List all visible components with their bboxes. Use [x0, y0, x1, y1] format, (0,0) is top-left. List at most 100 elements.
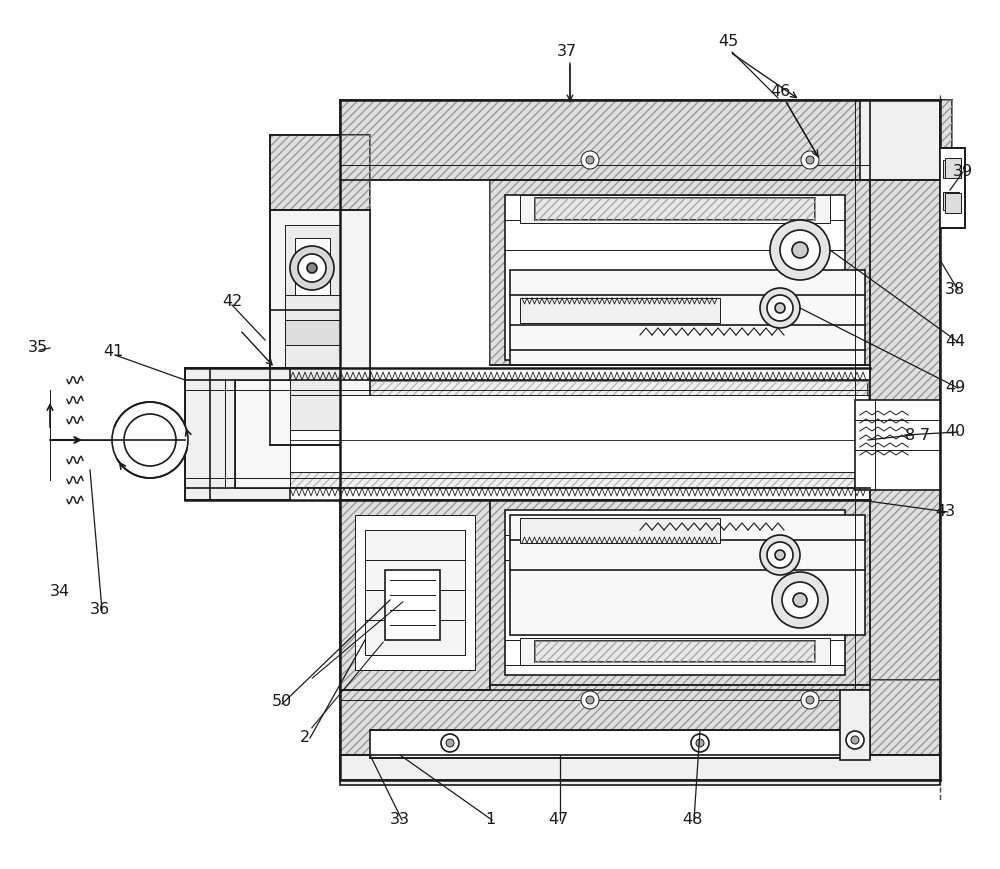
Bar: [290, 395, 868, 473]
Bar: [535, 198, 815, 220]
Circle shape: [801, 151, 819, 169]
Bar: [270, 135, 370, 445]
Bar: [535, 641, 815, 662]
Text: 45: 45: [718, 35, 738, 50]
Bar: [340, 100, 952, 180]
Circle shape: [775, 303, 785, 313]
Bar: [285, 320, 340, 345]
Circle shape: [696, 739, 704, 747]
Circle shape: [767, 295, 793, 321]
Bar: [340, 500, 490, 690]
Text: 38: 38: [945, 282, 965, 297]
Circle shape: [760, 535, 800, 575]
Text: 42: 42: [222, 295, 242, 309]
Bar: [340, 755, 940, 780]
Bar: [340, 680, 940, 780]
Bar: [940, 148, 965, 228]
Bar: [285, 225, 340, 430]
Bar: [185, 368, 290, 500]
Bar: [290, 381, 868, 488]
Circle shape: [782, 582, 818, 618]
Circle shape: [801, 691, 819, 709]
Circle shape: [767, 542, 793, 568]
Circle shape: [446, 739, 454, 747]
Circle shape: [298, 254, 326, 282]
Bar: [285, 295, 340, 325]
Text: 1: 1: [485, 813, 495, 827]
Circle shape: [290, 246, 334, 290]
Bar: [870, 100, 940, 690]
Circle shape: [780, 230, 820, 270]
Text: 34: 34: [50, 585, 70, 600]
Bar: [945, 158, 961, 178]
Bar: [840, 690, 870, 760]
Circle shape: [851, 736, 859, 744]
Circle shape: [793, 593, 807, 607]
Circle shape: [691, 734, 709, 752]
Bar: [520, 638, 830, 665]
Bar: [365, 530, 465, 655]
Text: 2: 2: [300, 731, 310, 746]
Circle shape: [846, 731, 864, 749]
Text: 44: 44: [945, 335, 965, 349]
Circle shape: [441, 734, 459, 752]
Text: 40: 40: [945, 424, 965, 440]
Text: 35: 35: [28, 341, 48, 355]
Text: 37: 37: [557, 44, 577, 59]
Circle shape: [792, 242, 808, 258]
Bar: [370, 730, 870, 758]
Bar: [860, 100, 940, 180]
Bar: [340, 680, 940, 780]
Bar: [340, 500, 490, 690]
Bar: [490, 500, 870, 685]
Circle shape: [772, 572, 828, 628]
Bar: [520, 195, 830, 223]
Text: 33: 33: [390, 813, 410, 827]
Text: 36: 36: [90, 602, 110, 618]
Bar: [490, 180, 870, 365]
Circle shape: [770, 220, 830, 280]
Bar: [510, 270, 865, 365]
Bar: [940, 150, 962, 225]
Circle shape: [760, 288, 800, 328]
Circle shape: [581, 691, 599, 709]
Text: 48: 48: [682, 813, 702, 827]
Bar: [535, 198, 815, 220]
Circle shape: [586, 156, 594, 164]
Bar: [270, 135, 370, 445]
Bar: [490, 180, 870, 365]
Bar: [385, 570, 440, 640]
Circle shape: [307, 263, 317, 273]
Text: 8: 8: [905, 428, 915, 442]
Circle shape: [586, 696, 594, 704]
Bar: [235, 380, 290, 488]
Bar: [490, 500, 870, 685]
Text: 50: 50: [272, 694, 292, 709]
Bar: [505, 195, 845, 360]
Bar: [340, 100, 952, 180]
Circle shape: [112, 402, 188, 478]
Circle shape: [806, 156, 814, 164]
Bar: [355, 515, 475, 670]
Circle shape: [775, 550, 785, 560]
Bar: [943, 192, 959, 210]
Bar: [870, 100, 940, 690]
Bar: [290, 381, 868, 488]
Bar: [945, 193, 961, 213]
Text: 47: 47: [548, 813, 568, 827]
Bar: [340, 755, 940, 785]
Bar: [505, 510, 845, 675]
Bar: [943, 160, 959, 178]
Text: 7: 7: [920, 428, 930, 442]
Circle shape: [806, 696, 814, 704]
Bar: [855, 400, 940, 490]
Bar: [340, 755, 940, 780]
Circle shape: [124, 414, 176, 466]
Bar: [510, 515, 865, 635]
Text: 49: 49: [945, 381, 965, 395]
Text: 43: 43: [935, 505, 955, 520]
Circle shape: [581, 151, 599, 169]
Bar: [270, 210, 370, 445]
Bar: [520, 518, 720, 543]
Bar: [535, 641, 815, 662]
